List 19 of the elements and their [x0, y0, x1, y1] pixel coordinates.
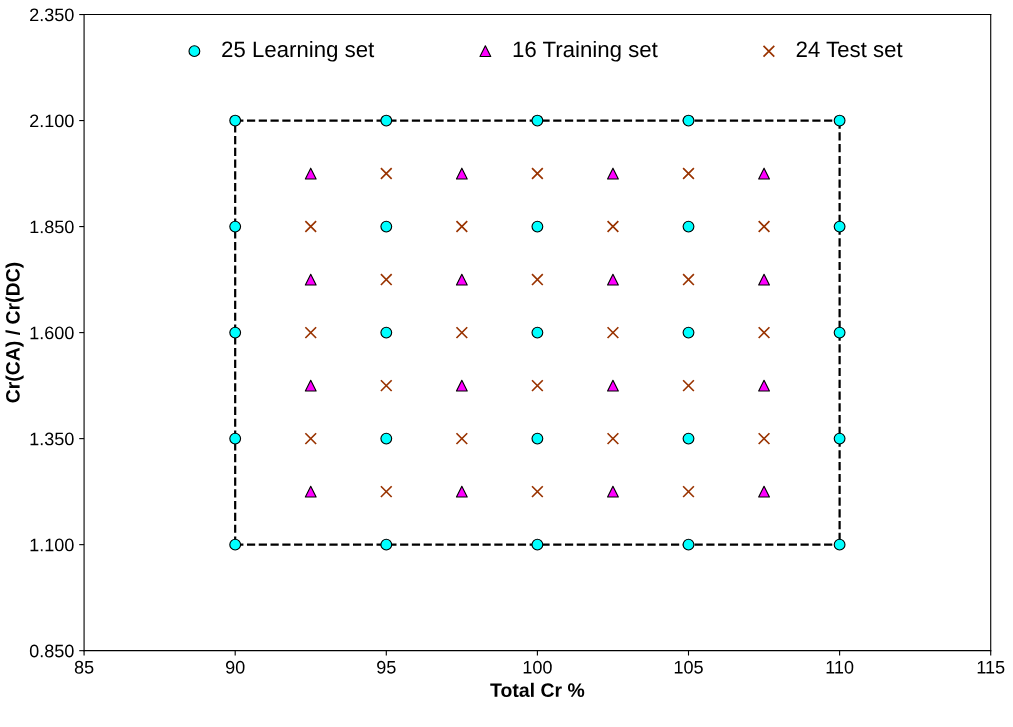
y-tick-label: 1.100	[30, 538, 74, 552]
y-tick-label: 0.850	[29, 644, 74, 658]
y-tick-label: 1.350	[30, 432, 74, 446]
x-tick-label: 100	[523, 660, 552, 674]
x-tick-label: 90	[225, 660, 245, 674]
x-tick-label: 115	[977, 661, 1005, 674]
legend-label: 25 Learning set	[222, 40, 375, 62]
y-tick-label: 1.600	[30, 326, 74, 340]
y-tick-label: 2.350	[30, 8, 74, 22]
x-tick-label: 105	[674, 660, 703, 674]
y-axis-title: Cr(CA) / Cr(DC)	[5, 262, 24, 403]
y-tick-label: 1.850	[30, 220, 74, 234]
y-tick-label: 2.100	[30, 114, 74, 128]
legend-label: 16 Training set	[513, 40, 658, 62]
x-tick-label: 85	[74, 660, 94, 674]
x-tick-label: 95	[377, 660, 396, 674]
legend-label: 24 Test set	[796, 41, 903, 58]
x-axis-title: Total Cr %	[490, 682, 585, 698]
x-tick-label: 110	[826, 660, 854, 674]
